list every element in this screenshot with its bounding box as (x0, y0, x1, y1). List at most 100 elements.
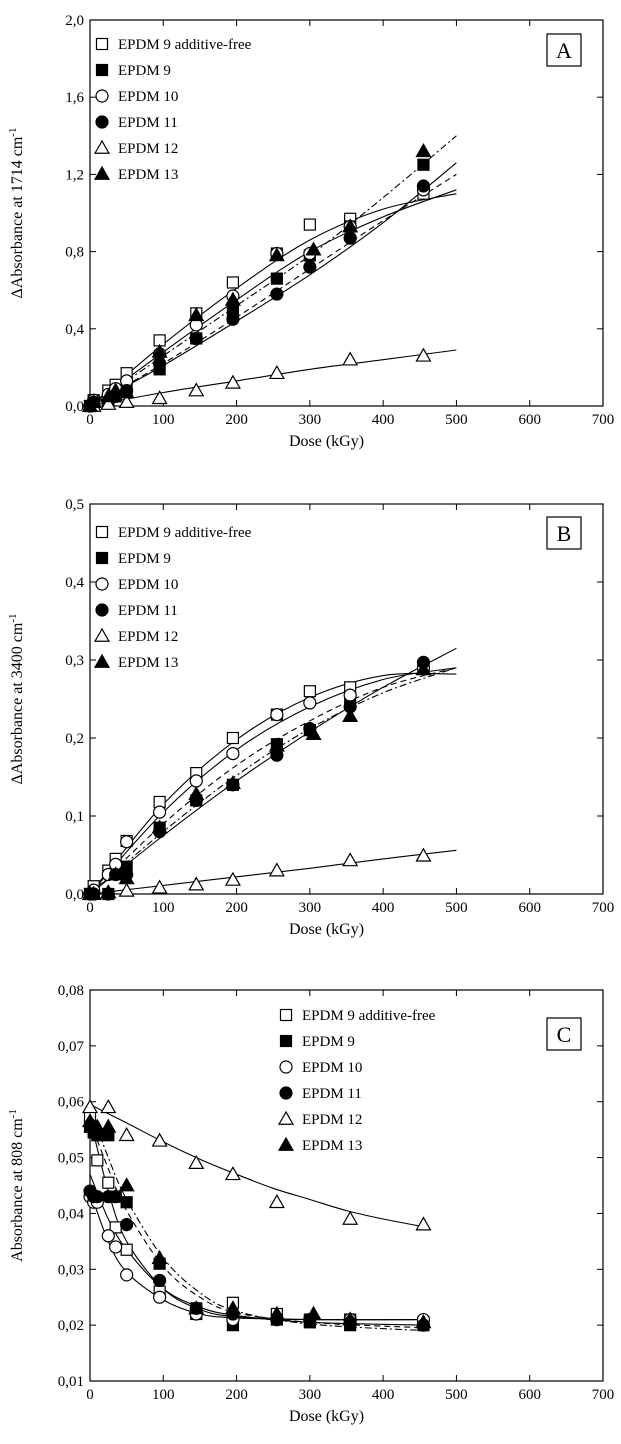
y-axis-title: ΔAbsorbance at 1714 cm-1 (7, 128, 26, 299)
legend-marker (93, 627, 111, 642)
data-point (100, 884, 117, 899)
data-point (189, 774, 203, 788)
data-point (188, 1154, 205, 1170)
data-point (343, 688, 357, 702)
legend-marker (93, 653, 111, 668)
legend-label: EPDM 9 additive-free (302, 1008, 436, 1024)
y-tick-label: 1,2 (65, 167, 84, 183)
legend-marker (93, 165, 111, 180)
data-point (415, 847, 432, 862)
legend-marker (277, 1110, 295, 1125)
data-point (89, 1118, 106, 1133)
x-tick-label: 500 (445, 900, 468, 916)
y-tick-label: 1,6 (65, 90, 84, 106)
data-point (226, 276, 240, 289)
data-point (226, 312, 240, 326)
legend-label: EPDM 9 additive-free (118, 37, 252, 53)
data-point (151, 1249, 168, 1264)
x-tick-label: 600 (518, 412, 541, 428)
data-point (303, 696, 317, 710)
data-point (268, 1305, 285, 1320)
y-tick-label: 0,02 (58, 1318, 84, 1334)
data-point (85, 393, 102, 408)
data-point (224, 775, 241, 790)
data-point (415, 1314, 432, 1329)
y-axis-title-superscript: -1 (7, 1109, 19, 1118)
series-5-points (81, 661, 432, 900)
x-tick-label: 100 (152, 900, 175, 916)
legend-marker (95, 63, 109, 77)
data-point (151, 343, 168, 358)
data-point (268, 364, 285, 380)
data-point (224, 374, 241, 389)
x-axis-title: Dose (kGy) (289, 921, 364, 938)
legend-label: EPDM 10 (302, 1060, 362, 1076)
data-point (268, 247, 285, 262)
data-point (270, 707, 284, 722)
legend-label: EPDM 12 (118, 141, 178, 157)
data-point (224, 291, 241, 306)
fit-curve-series-3 (89, 1174, 428, 1326)
data-point (153, 1290, 167, 1304)
y-tick-label: 0,0 (65, 887, 84, 903)
data-point (118, 882, 135, 897)
legend-label: EPDM 10 (118, 89, 178, 105)
data-point (270, 272, 283, 285)
data-point (226, 731, 240, 745)
legend-label: EPDM 9 (118, 63, 171, 79)
legend-marker (95, 577, 109, 591)
data-point (342, 1210, 359, 1225)
data-point (102, 1176, 115, 1189)
data-point (268, 1194, 285, 1209)
data-point (224, 1166, 241, 1181)
data-point (224, 1300, 241, 1315)
data-point (109, 1240, 123, 1254)
x-tick-label: 200 (225, 412, 248, 428)
data-point (100, 1099, 117, 1114)
data-point (151, 390, 168, 405)
legend: EPDM 9 additive-free EPDM 9 EPDM 10 EPDM 11… (93, 525, 252, 671)
fit-curve-series-0 (89, 672, 457, 895)
data-point (188, 876, 205, 891)
data-point (343, 231, 357, 245)
x-axis-title: Dose (kGy) (289, 1408, 364, 1425)
data-point (224, 871, 241, 886)
y-axis-title-superscript: -1 (7, 614, 19, 623)
data-point (305, 1305, 322, 1320)
legend-marker (279, 1060, 293, 1074)
y-axis-title: ΔAbsorbance at 3400 cm-1 (7, 614, 26, 785)
legend: EPDM 9 additive-free EPDM 9 EPDM 10 EPDM 11… (277, 1008, 436, 1154)
legend-marker (93, 139, 111, 154)
data-point (188, 382, 205, 397)
data-point (100, 1118, 117, 1133)
data-point (305, 725, 322, 740)
data-point (415, 143, 432, 158)
legend-label: EPDM 11 (118, 115, 178, 131)
fit-curve-series-2 (89, 1190, 428, 1321)
fit-curve-series-0 (89, 1118, 428, 1321)
data-point (188, 1300, 205, 1315)
y-axis-title-superscript: -1 (7, 128, 19, 137)
data-point (118, 870, 135, 885)
y-tick-label: 0,5 (65, 497, 84, 513)
legend-label: EPDM 9 (302, 1034, 355, 1050)
legend: EPDM 9 additive-free EPDM 9 EPDM 10 EPDM 11… (93, 37, 252, 183)
y-axis-title: Absorbance at 808 cm-1 (7, 1109, 26, 1262)
y-tick-label: 0,0 (65, 399, 84, 415)
legend-label: EPDM 9 (118, 551, 171, 567)
y-tick-label: 0,05 (58, 1151, 84, 1167)
data-point (120, 1217, 134, 1232)
data-point (118, 384, 135, 399)
data-point (188, 785, 205, 801)
data-point (417, 158, 430, 171)
x-tick-label: 700 (592, 1387, 615, 1403)
y-tick-label: 0,07 (58, 1039, 85, 1055)
x-tick-label: 600 (518, 900, 541, 916)
data-point (188, 307, 205, 322)
x-tick-label: 200 (225, 1387, 248, 1403)
panel-letter: A (556, 38, 572, 63)
x-tick-label: 400 (372, 1387, 395, 1403)
plot-frame (89, 503, 604, 895)
data-point (303, 685, 316, 698)
